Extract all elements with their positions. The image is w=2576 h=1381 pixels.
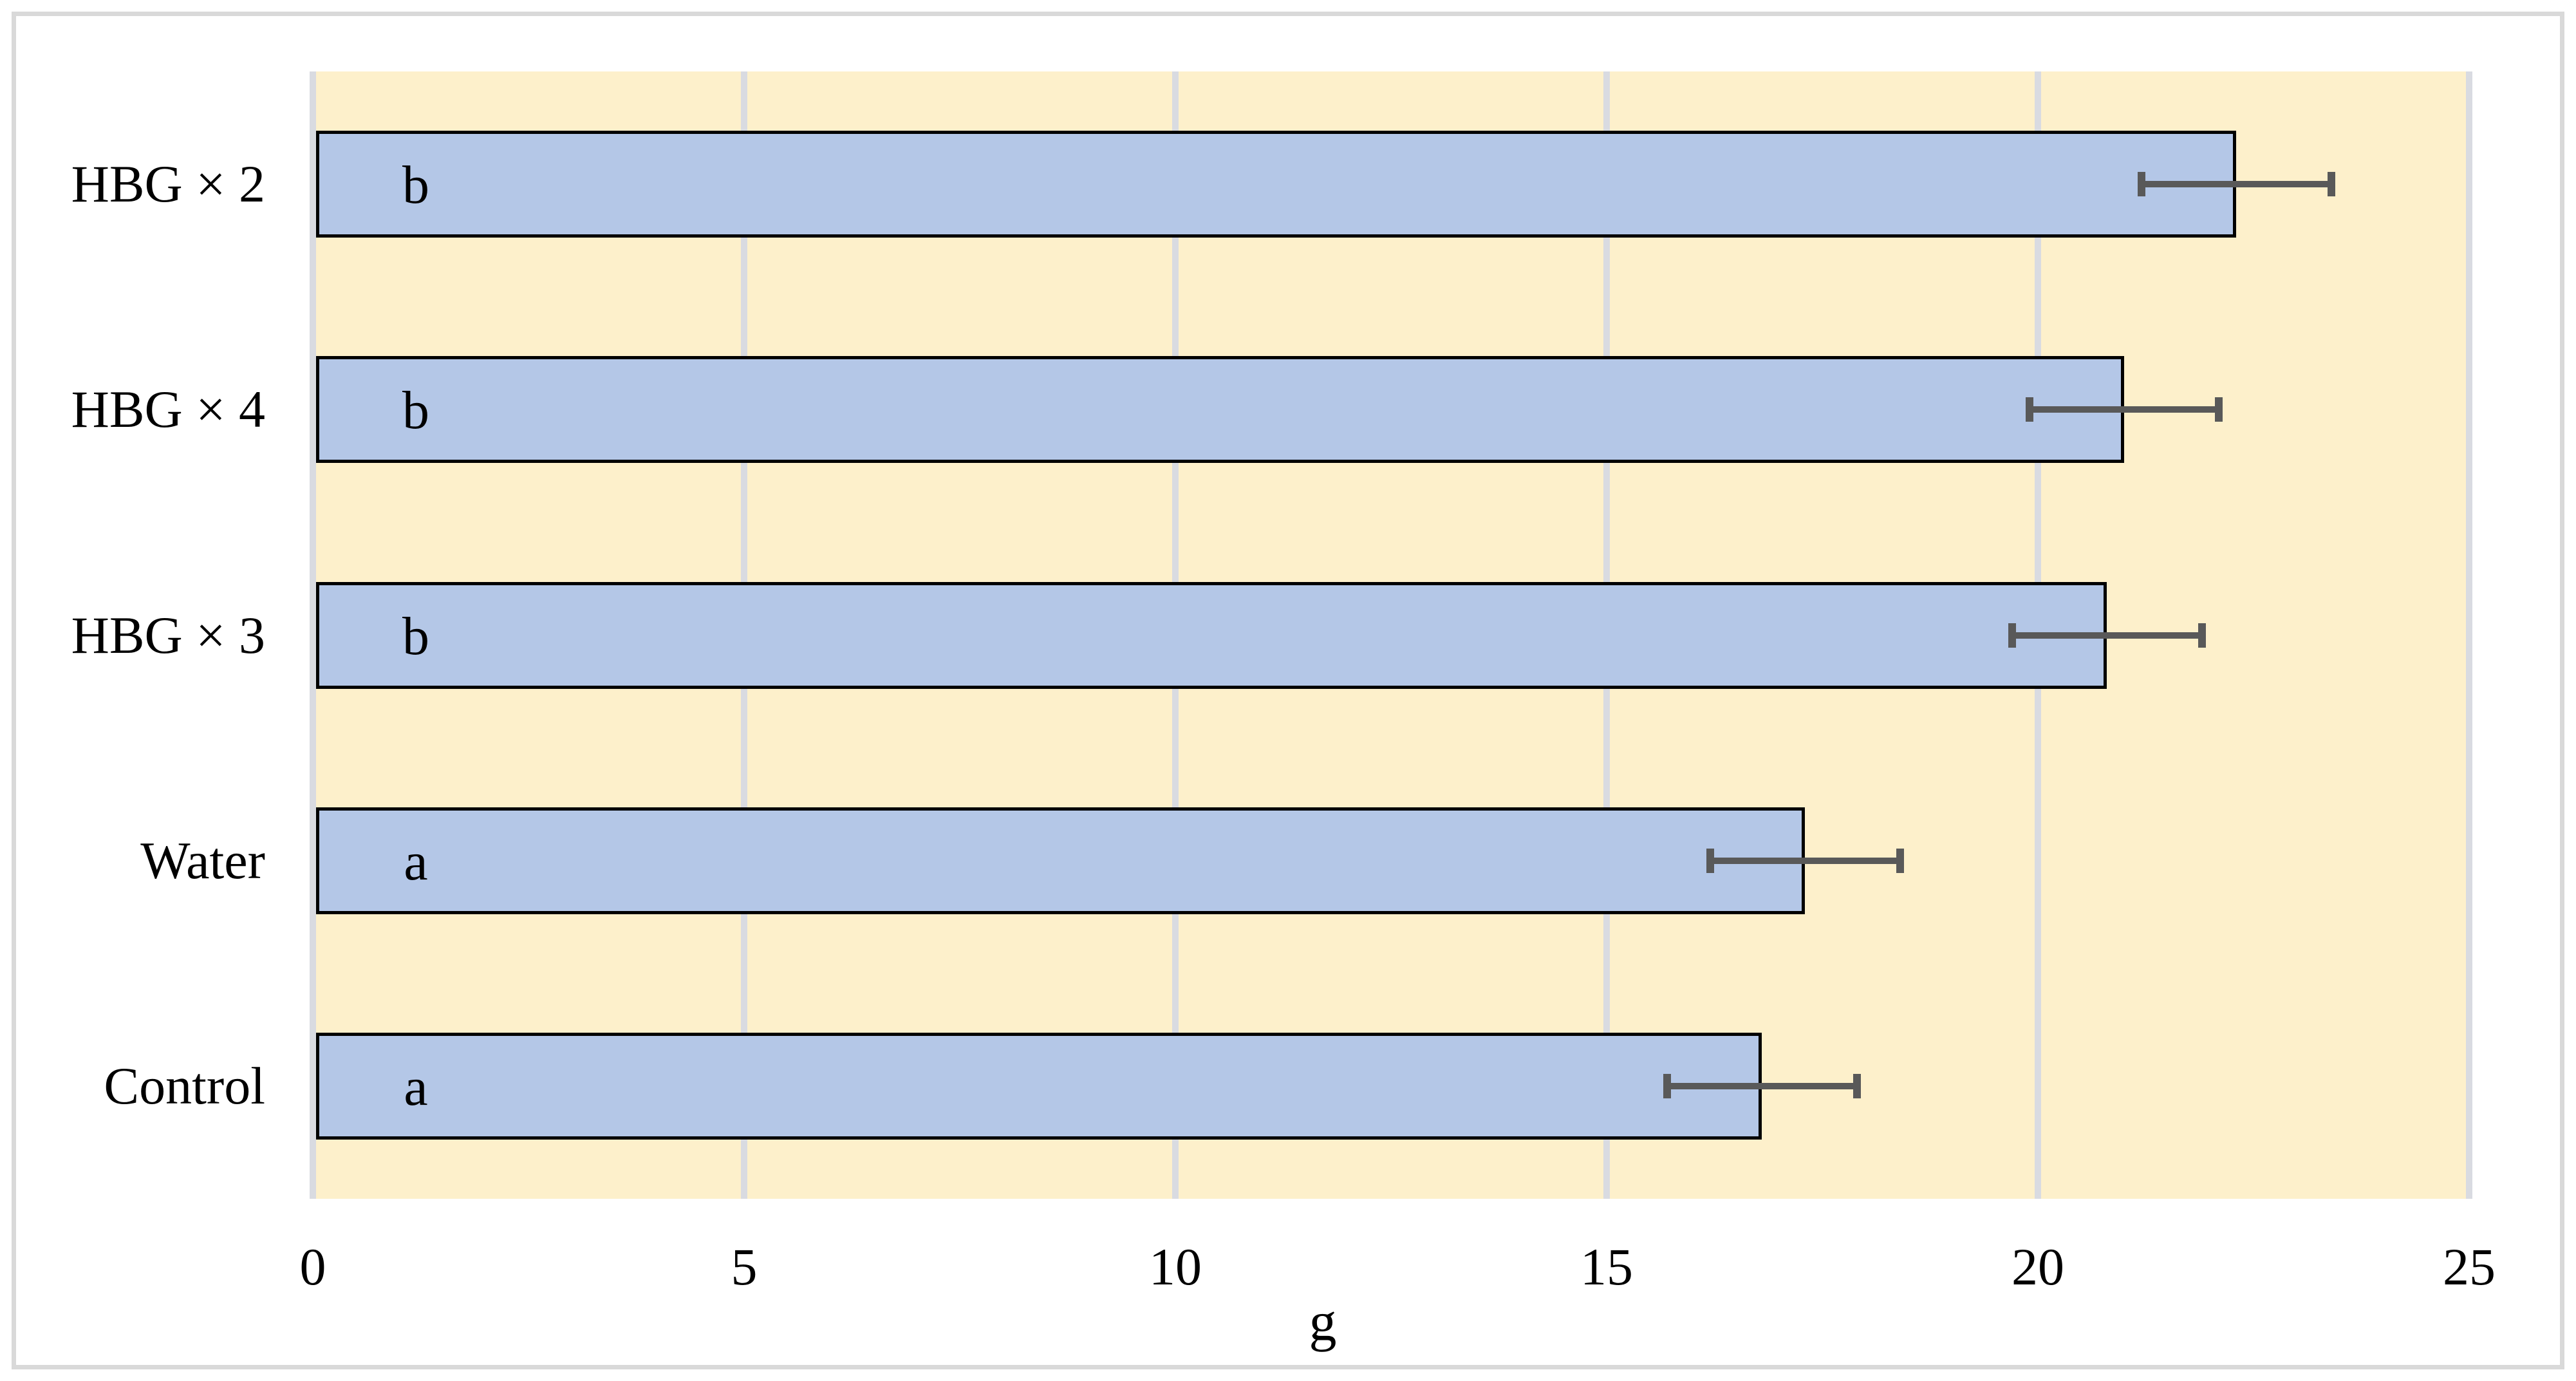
error-bar-cap-left	[2008, 623, 2016, 648]
error-bar-line	[1666, 1082, 1857, 1089]
error-bar-cap-right	[2327, 172, 2335, 197]
bar	[316, 131, 2237, 238]
error-bar-line	[2011, 632, 2202, 639]
category-label: HBG × 4	[71, 380, 265, 439]
x-tick-label-20: 20	[2011, 1237, 2064, 1296]
bar	[316, 581, 2107, 689]
error-bar-line	[1710, 857, 1900, 864]
x-axis-title: g	[1309, 1290, 1337, 1352]
x-tick-label-0: 0	[299, 1237, 326, 1296]
x-tick-label-15: 15	[1580, 1237, 1633, 1296]
error-bar-cap-right	[2198, 623, 2206, 648]
error-bar-line	[2141, 181, 2331, 188]
gridline-x-0	[310, 71, 316, 1199]
error-bar-cap-left	[1663, 1073, 1671, 1098]
category-label: HBG × 3	[71, 605, 265, 664]
x-tick-label-5: 5	[731, 1237, 758, 1296]
category-label: HBG × 2	[71, 155, 265, 214]
error-bar-cap-left	[2137, 172, 2145, 197]
bar	[316, 1032, 1762, 1140]
x-tick-label-25: 25	[2443, 1237, 2496, 1296]
gridline-x-25	[2466, 71, 2472, 1199]
category-label: Control	[104, 1056, 265, 1115]
error-bar-line	[2029, 406, 2219, 413]
error-bar-cap-left	[2025, 397, 2033, 422]
error-bar-cap-right	[1853, 1073, 1861, 1098]
bar	[316, 807, 1806, 914]
error-bar-cap-right	[1896, 848, 1904, 873]
error-bar-cap-left	[1706, 848, 1714, 873]
error-bar-cap-right	[2215, 397, 2223, 422]
x-tick-label-10: 10	[1149, 1237, 1202, 1296]
bar	[316, 356, 2124, 464]
category-label: Water	[140, 831, 265, 890]
